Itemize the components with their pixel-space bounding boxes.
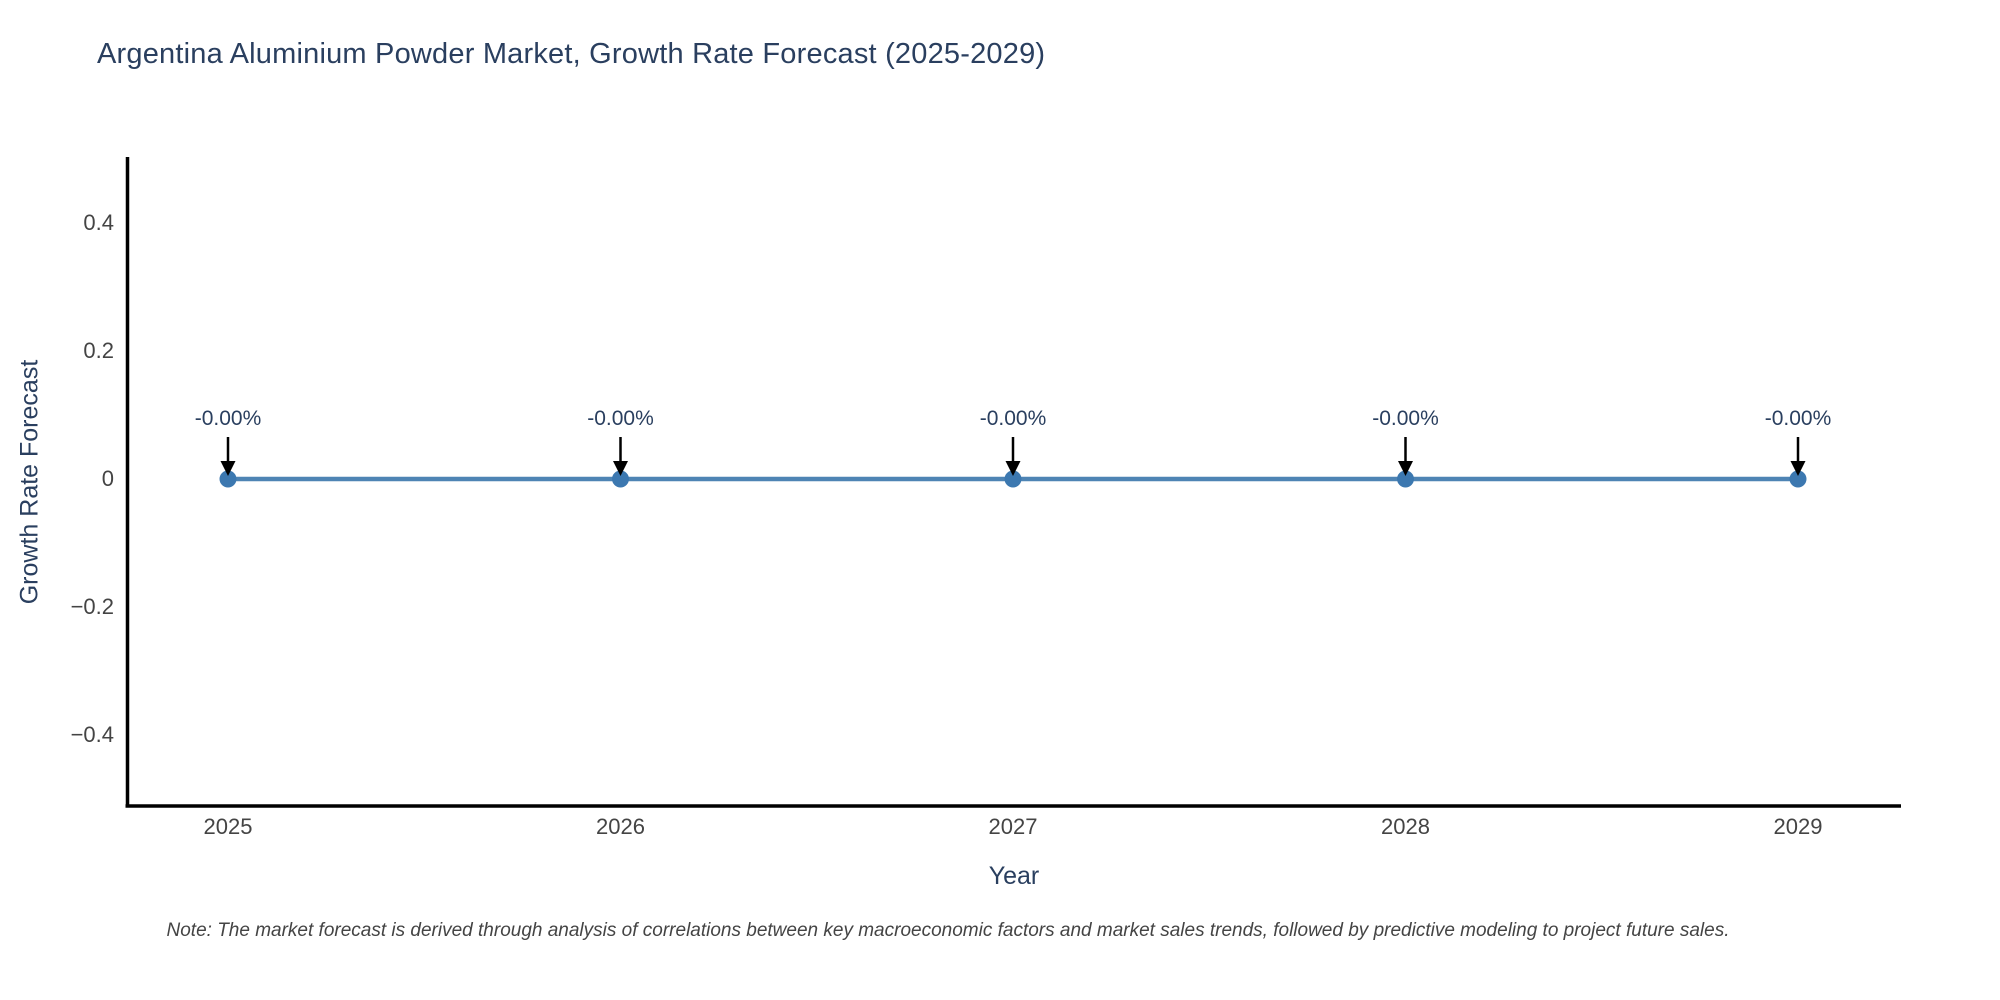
data-point-marker	[1397, 470, 1414, 488]
y-tick-label: −0.2	[70, 594, 114, 619]
y-tick-label: −0.4	[70, 722, 114, 747]
point-annotation: -0.00%	[979, 407, 1047, 430]
footnote: Note: The market forecast is derived thr…	[166, 920, 1730, 941]
point-annotation: -0.00%	[587, 407, 654, 430]
x-tick-label: 2027	[988, 814, 1038, 839]
data-point-marker	[1004, 470, 1022, 488]
data-point-marker	[612, 470, 629, 488]
data-point-marker	[219, 470, 237, 488]
data-point-marker	[1789, 470, 1807, 488]
x-tick-label: 2026	[596, 814, 645, 839]
point-annotation: -0.00%	[1372, 407, 1439, 430]
y-tick-label: 0	[101, 466, 114, 491]
annotation-arrowhead-icon	[613, 461, 628, 476]
y-tick-label: 0.4	[83, 210, 114, 235]
x-tick-label: 2025	[203, 814, 253, 839]
annotation-arrowhead-icon	[1790, 461, 1806, 476]
x-tick-label: 2028	[1381, 814, 1430, 839]
point-annotation: -0.00%	[194, 407, 262, 430]
x-axis-title: Year	[988, 862, 1040, 890]
annotation-arrowhead-icon	[220, 461, 236, 476]
chart-title: Argentina Aluminium Powder Market, Growt…	[97, 38, 1046, 70]
annotation-arrowhead-icon	[1005, 461, 1021, 476]
annotation-arrowhead-icon	[1398, 461, 1413, 476]
y-tick-label: 0.2	[83, 338, 114, 363]
point-annotation: -0.00%	[1764, 407, 1832, 430]
x-tick-label: 2029	[1773, 814, 1823, 839]
